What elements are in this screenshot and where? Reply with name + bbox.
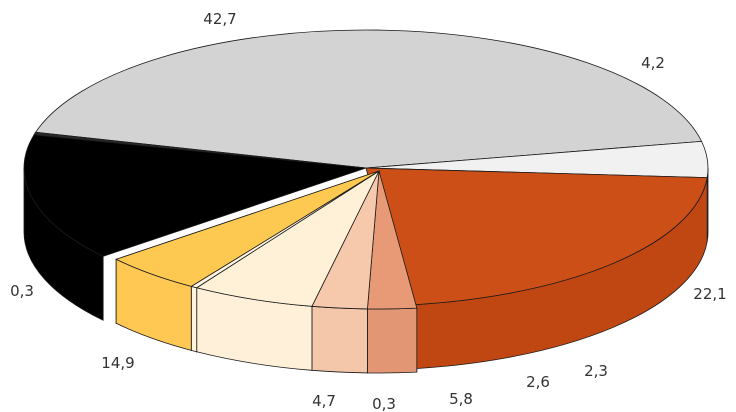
slice-6-top <box>195 169 380 307</box>
slice-7-label: 0,3 <box>372 395 396 412</box>
slice-9-top <box>23 134 367 257</box>
slice-1-top <box>34 29 703 169</box>
slice-1-label: 42,7 <box>203 10 236 28</box>
slice-4-side <box>367 307 418 374</box>
slice-4-label: 2,3 <box>584 362 608 380</box>
pie-labels: 42,7 4,2 22,1 2,3 2,6 5,8 0,3 4,7 14,9 0,3 <box>10 10 727 412</box>
slice-7-side <box>190 285 198 353</box>
pie-tops <box>23 29 709 310</box>
slice-5-side <box>311 305 368 374</box>
slice-8-label: 4,7 <box>312 392 336 410</box>
slice-10-top <box>33 131 367 169</box>
slice-10-label: 0,3 <box>10 282 34 300</box>
slice-5-label: 2,6 <box>526 373 550 391</box>
slice-6-label: 5,8 <box>449 390 473 408</box>
slice-3-label: 22,1 <box>693 285 726 303</box>
slice-2-label: 4,2 <box>641 54 665 72</box>
slice-9-label: 14,9 <box>101 354 134 372</box>
slice-8-top <box>115 170 380 287</box>
slice-3-top <box>365 167 708 306</box>
